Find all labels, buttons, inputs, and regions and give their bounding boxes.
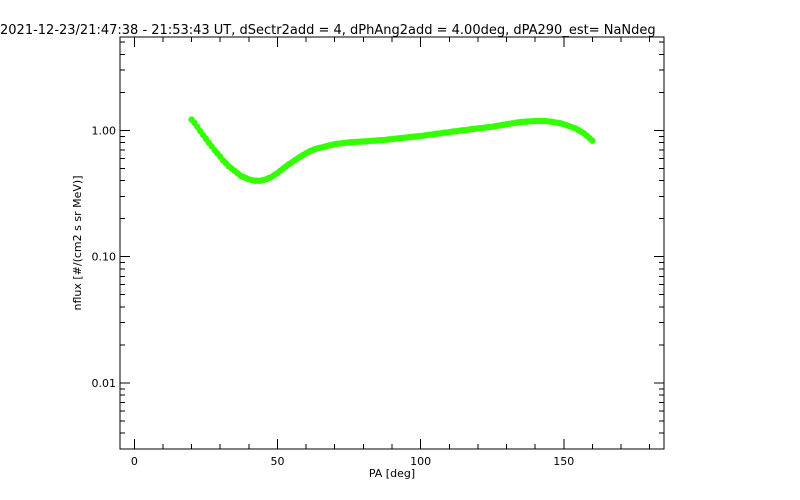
plot-frame — [119, 36, 665, 450]
x-tick-label: 0 — [131, 455, 138, 468]
data-point — [589, 137, 596, 144]
chart-title: 2021-12-23/21:47:38 - 21:53:43 UT, dSect… — [0, 23, 656, 38]
y-axis-ticks: 0.01 0.10 1.00 — [92, 41, 664, 450]
data-points — [188, 116, 596, 184]
x-tick-label: 100 — [410, 455, 431, 468]
y-tick-label: 1.00 — [92, 124, 117, 137]
y-tick-label: 0.10 — [92, 251, 117, 264]
y-tick-label: 0.01 — [92, 377, 117, 390]
x-tick-label: 150 — [553, 455, 574, 468]
x-axis-ticks: 0 50 100 150 — [131, 37, 651, 468]
x-tick-label: 50 — [270, 455, 284, 468]
y-axis-label: nflux [#/(cm2 s sr MeV)] — [71, 176, 84, 311]
x-axis-label: PA [deg] — [369, 467, 415, 480]
